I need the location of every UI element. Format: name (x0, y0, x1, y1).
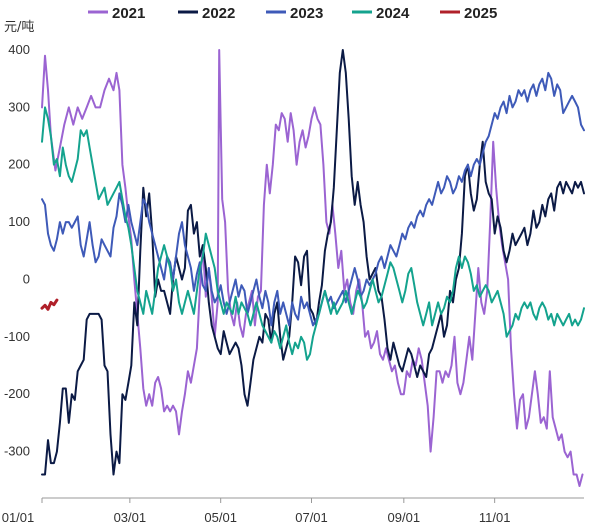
y-tick-label: 200 (8, 157, 30, 172)
legend-label-2024: 2024 (376, 5, 410, 22)
x-tick-label: 11/01 (479, 510, 511, 525)
x-tick-label: 07/01 (295, 510, 328, 525)
y-tick-label: 300 (8, 99, 30, 114)
series-line-2023 (41, 71, 585, 327)
legend-label-2022: 2022 (202, 5, 235, 22)
legend-label-2025: 2025 (464, 5, 497, 22)
y-tick-label: 100 (8, 214, 30, 229)
x-tick-label: 05/01 (204, 510, 237, 525)
legend-label-2023: 2023 (290, 5, 323, 22)
series-group (40, 49, 585, 487)
x-tick-label: 03/01 (114, 510, 147, 525)
series-line-2024 (41, 106, 585, 361)
series-line-2025 (40, 298, 59, 311)
series-line-2021 (41, 49, 584, 487)
legend: 2021 2022 2023 2024 2025 (88, 5, 497, 22)
x-tick-label: 01/01 (2, 510, 35, 525)
y-tick-label: -200 (4, 386, 30, 401)
y-tick-label: 400 (8, 42, 30, 57)
legend-label-2021: 2021 (112, 5, 145, 22)
x-tick-label: 09/01 (388, 510, 421, 525)
series-line-2022 (41, 49, 585, 476)
x-axis-ticks: 01/01 03/01 05/01 07/01 09/01 11/01 (2, 498, 511, 525)
y-tick-label: -300 (4, 444, 30, 459)
y-tick-label: -100 (4, 329, 30, 344)
y-axis-ticks: -300 -200 -100 0 100 200 300 400 (4, 42, 30, 459)
y-tick-label: 0 (23, 271, 30, 286)
y-axis-unit: 元/吨 (4, 20, 34, 35)
